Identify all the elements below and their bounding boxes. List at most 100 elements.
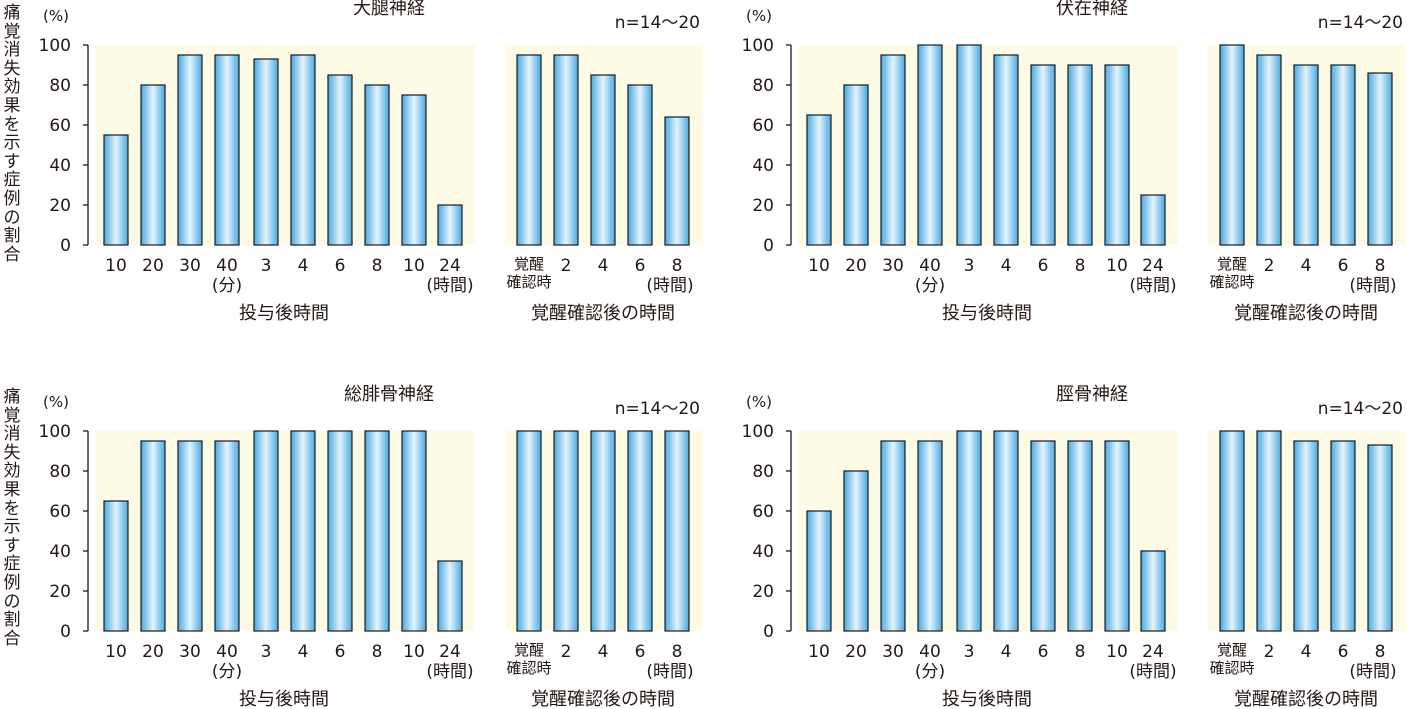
- panel4-n-label: n=14～20: [1318, 399, 1403, 419]
- panel1-y-tick-label: 20: [49, 196, 71, 216]
- panel1-x-tick-label: 8: [672, 256, 683, 276]
- panel1-bar: [290, 54, 316, 246]
- panel4-bar: [917, 440, 943, 632]
- panel1-bar: [516, 54, 542, 246]
- panel4-bar: [956, 430, 982, 632]
- panel4-bar: [1140, 550, 1166, 632]
- panel3-x-tick-label: 3: [261, 642, 272, 662]
- panel1-x-tick-label: 30: [179, 256, 201, 276]
- panel3-y-tick-label: 100: [39, 422, 71, 442]
- panel3-bar: [177, 440, 203, 632]
- panel2-x-tick-label: 10: [1106, 256, 1128, 276]
- panel1-chart-title: 大腿神経: [353, 0, 425, 19]
- panel1-x-tick-label: 40: [216, 256, 238, 276]
- panel4-chart-title: 脛骨神経: [1056, 384, 1128, 405]
- panel2-x-tick-label: 10: [808, 256, 830, 276]
- panel1-x-tick-label: 6: [335, 256, 346, 276]
- panel3-x-tick-label: 40: [216, 642, 238, 662]
- panel3-bar: [627, 430, 653, 632]
- panel1-x-tick-label: 確認時: [506, 273, 551, 291]
- panel3-y-tick-label: 0: [60, 622, 71, 642]
- panel4-x-tick-label: 30: [882, 642, 904, 662]
- panel1-x-unit-label: (時間): [426, 276, 473, 296]
- panel1-y-tick-label: 80: [49, 76, 71, 96]
- panel4-bar: [1367, 444, 1393, 632]
- panel3-x-group-label-awake: 覚醒確認後の時間: [531, 689, 675, 709]
- panel2-x-tick-label: 8: [1375, 256, 1386, 276]
- panel2-x-unit-label: (時間): [1129, 276, 1176, 296]
- panel1-bar: [590, 74, 616, 246]
- panel4-bar: [880, 440, 906, 632]
- panel2-bar: [1219, 44, 1245, 246]
- panel3-bar: [664, 430, 690, 632]
- panel1-x-tick-label: 覚醒: [514, 255, 544, 273]
- panel4-bar: [806, 510, 832, 632]
- panel2-x-tick-label: 30: [882, 256, 904, 276]
- panel2-y-tick-label: 0: [763, 236, 774, 256]
- panel3-bar: [253, 430, 279, 632]
- panel3-x-unit-label: (時間): [646, 662, 693, 682]
- panel2-bar: [1140, 194, 1166, 246]
- panel1-x-tick-label: 3: [261, 256, 272, 276]
- y-axis-label-top: 痛覚消失効果を示す症例の割合: [3, 3, 21, 265]
- panel1-x-tick-label: 10: [105, 256, 127, 276]
- panel4-y-tick-label: 60: [752, 502, 774, 522]
- panel2-x-tick-label: 20: [845, 256, 867, 276]
- panel4-x-unit-label: (時間): [1349, 662, 1396, 682]
- panel2-x-unit-label: (分): [915, 276, 945, 296]
- panel2-bar: [993, 54, 1019, 246]
- panel1-bar: [253, 58, 279, 246]
- panel1-x-unit-label: (時間): [646, 276, 693, 296]
- panel1-y-tick-label: 60: [49, 116, 71, 136]
- panel1-x-unit-label: (分): [212, 276, 242, 296]
- panel4-x-tick-label: 10: [808, 642, 830, 662]
- panel3-y-tick-label: 20: [49, 582, 71, 602]
- panel3-x-group-label-dose: 投与後時間: [239, 689, 329, 709]
- panel3-y-unit: (%): [43, 393, 69, 411]
- panel3-x-tick-label: 8: [372, 642, 383, 662]
- panel3-x-tick-label: 30: [179, 642, 201, 662]
- panel4-bar: [1067, 440, 1093, 632]
- panel2-y-unit: (%): [746, 7, 772, 25]
- panel4-x-tick-label: 10: [1106, 642, 1128, 662]
- panel3-x-tick-label: 6: [635, 642, 646, 662]
- panel2-x-tick-label: 24: [1142, 256, 1164, 276]
- panel3-x-tick-label: 2: [561, 642, 572, 662]
- panel1-x-tick-label: 6: [635, 256, 646, 276]
- y-axis-label-bottom: 痛覚消失効果を示す症例の割合: [3, 387, 21, 649]
- panel1-y-tick-label: 100: [39, 36, 71, 56]
- panel4-x-tick-label: 6: [1038, 642, 1049, 662]
- panel2-x-tick-label: 8: [1075, 256, 1086, 276]
- panel3-bar: [140, 440, 166, 632]
- panel1-x-tick-label: 4: [298, 256, 309, 276]
- panel4-x-tick-label: 40: [919, 642, 941, 662]
- panel1-bar: [627, 84, 653, 246]
- panel2-x-tick-label: 3: [964, 256, 975, 276]
- panel4-y-unit: (%): [746, 393, 772, 411]
- panel2-x-tick-label: 確認時: [1209, 273, 1254, 291]
- panel1-y-tick-label: 40: [49, 156, 71, 176]
- panel1-x-group-label-dose: 投与後時間: [239, 303, 329, 324]
- panel4-x-tick-label: 24: [1142, 642, 1164, 662]
- panel2-chart-title: 伏在神経: [1056, 0, 1128, 19]
- panel1-x-tick-label: 4: [598, 256, 609, 276]
- panel3-x-tick-label: 24: [439, 642, 461, 662]
- panel3-y-tick-label: 80: [49, 462, 71, 482]
- panel2-bar: [1367, 72, 1393, 246]
- panel2-x-unit-label: (時間): [1349, 276, 1396, 296]
- panel4-x-tick-label: 8: [1075, 642, 1086, 662]
- panel4-x-tick-label: 3: [964, 642, 975, 662]
- panel4-bar: [1104, 440, 1130, 632]
- panel2-x-tick-label: 4: [1301, 256, 1312, 276]
- panel3-bar: [327, 430, 353, 632]
- panel2-bar: [1293, 64, 1319, 246]
- panel4-y-tick-label: 80: [752, 462, 774, 482]
- panel3-x-tick-label: 4: [598, 642, 609, 662]
- panel2-x-tick-label: 40: [919, 256, 941, 276]
- panel4-bar: [843, 470, 869, 632]
- panel4-y-tick-label: 0: [763, 622, 774, 642]
- panel2-bar: [843, 84, 869, 246]
- panel4-x-tick-label: 2: [1264, 642, 1275, 662]
- panel4-bar: [1256, 430, 1282, 632]
- panel1-y-tick-label: 0: [60, 236, 71, 256]
